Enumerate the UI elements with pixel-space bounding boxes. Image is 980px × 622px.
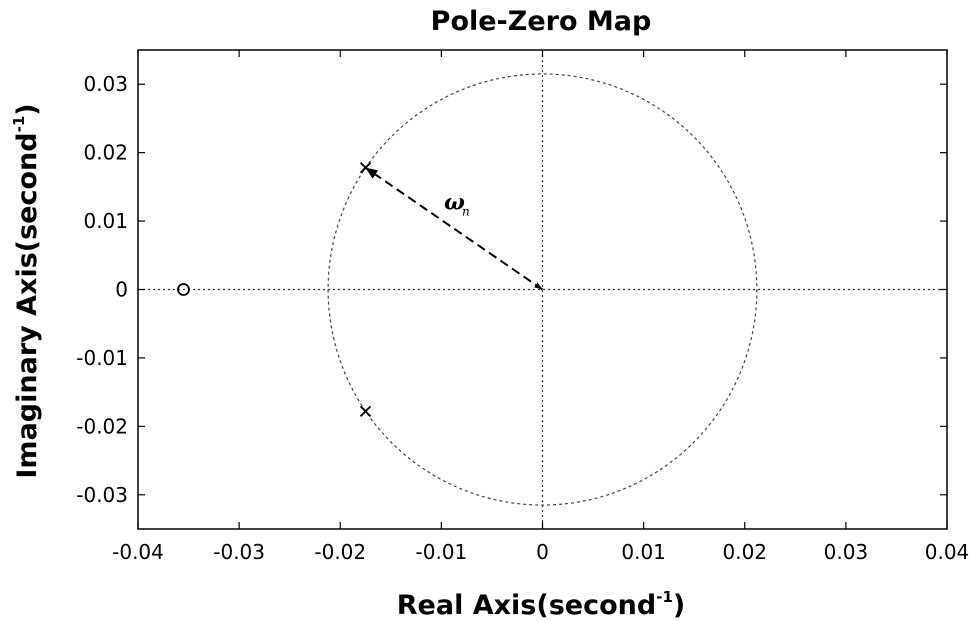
x-tick-label: 0.01 (621, 540, 666, 564)
zero-marker (177, 283, 190, 296)
x-tick-label: 0.04 (925, 540, 970, 564)
y-tick-label: -0.01 (76, 346, 128, 370)
natural-frequency-circle (327, 73, 758, 506)
omega-n-label: ω (444, 190, 465, 216)
y-axis-label-sup: -1 (10, 116, 28, 133)
x-axis-label-main: Real Axis(second (397, 590, 656, 621)
y-axis-label-main: Imaginary Axis(second (12, 132, 43, 478)
pole-marker (359, 405, 372, 417)
y-tick-label: 0.01 (83, 209, 128, 233)
x-tick-label: 0.02 (722, 540, 767, 564)
y-tick-label: 0 (115, 278, 128, 302)
x-tick-label: -0.02 (314, 540, 366, 564)
omega-n-origin-arrowhead (534, 282, 543, 290)
omega-n-arrow-line (364, 166, 544, 291)
x-tick-label: 0 (536, 540, 549, 564)
pole-marker-stroke (359, 405, 372, 417)
x-axis-label-close: ) (673, 590, 685, 621)
y-tick-label: 0.03 (83, 72, 128, 96)
y-tick-label: -0.03 (76, 483, 128, 507)
plot-area: ωn -0.04 -0.03 -0.02 -0.01 0 0.01 0.02 0.03 0.04 0… (76, 49, 970, 564)
x-tick-label: -0.04 (112, 540, 164, 564)
x-tick-label: -0.03 (213, 540, 265, 564)
y-axis-label: Imaginary Axis(second-1) (10, 103, 43, 478)
y-tick-label: -0.02 (76, 414, 128, 438)
x-axis-label: Real Axis(second-1) (397, 588, 685, 621)
x-tick-label: -0.01 (416, 540, 468, 564)
chart-title: Pole-Zero Map (431, 6, 652, 37)
y-tick-label: 0.02 (83, 141, 128, 165)
y-axis-label-close: ) (12, 103, 43, 115)
omega-n-label-subscript: n (462, 205, 470, 219)
x-tick-label: 0.03 (824, 540, 869, 564)
pole-marker-stroke (359, 162, 372, 174)
x-axis-label-sup: -1 (656, 588, 673, 606)
pole-marker (359, 162, 372, 174)
